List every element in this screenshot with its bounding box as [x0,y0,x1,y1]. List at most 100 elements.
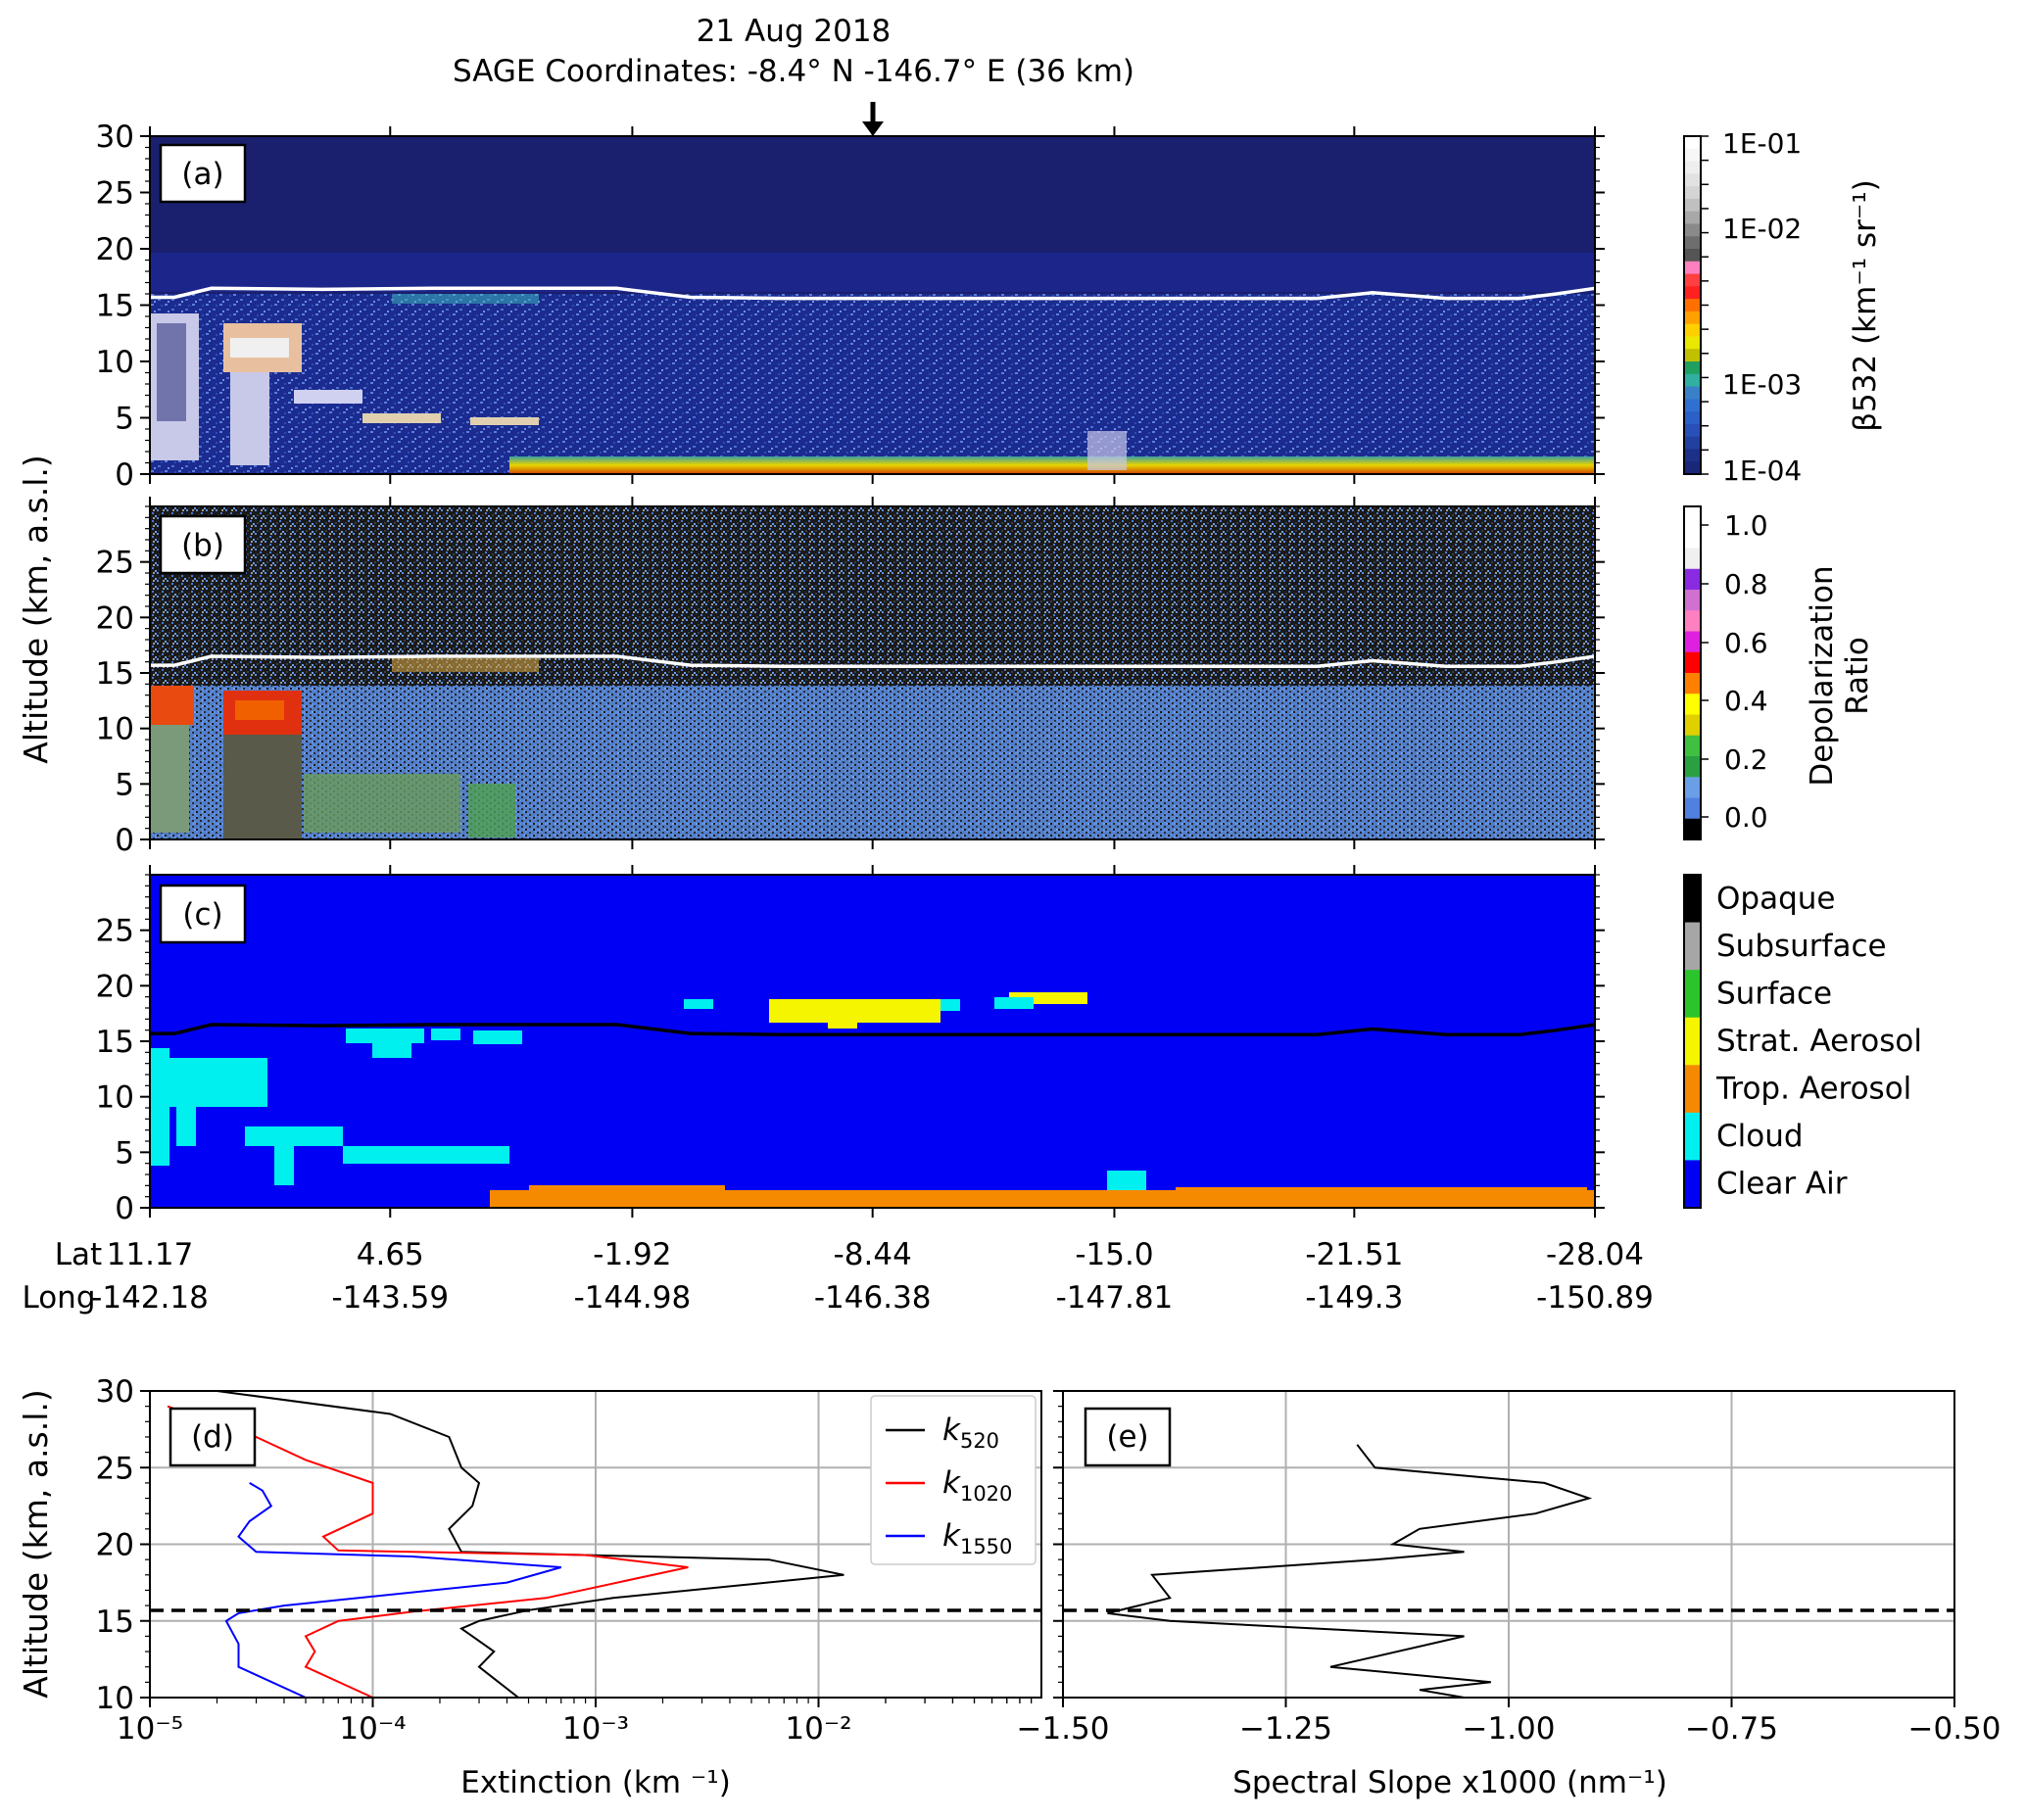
lat-tick-label: -8.44 [834,1237,912,1272]
cbar-a-bin [1684,386,1701,400]
cbar-b-tick-label: 1.0 [1724,509,1768,542]
panel-b-label-box: (b) [159,514,247,575]
cbar-c-swatch-strat-aerosol [1684,1017,1701,1066]
panel-d-legend: k520 k1020 k1550 [870,1395,1037,1565]
cbar-c-swatch-opaque [1684,875,1701,924]
panel-a-tropopause-line [150,286,1596,301]
long-tick-label: -150.89 [1536,1280,1654,1316]
cbar-b-bin [1684,735,1701,757]
panel-a: (a) 0 5 10 15 20 25 30 [96,120,1605,493]
cbar-a-bin [1684,249,1701,263]
lat-tick-label: -21.51 [1305,1237,1403,1272]
cbar-a-bin [1684,198,1701,213]
cbar-c-swatch-surface [1684,970,1701,1019]
panel-d-ytick-label: 25 [96,1451,134,1486]
panel-e-xtick-label: −1.00 [1463,1711,1556,1747]
panel-e-xtick-label: −0.50 [1908,1711,2001,1747]
panel-d-ytick-label: 30 [96,1374,134,1410]
legend-k1020: k1020 [942,1465,1012,1506]
cbar-b-bin [1684,610,1701,632]
colorbar-c: Opaque Subsurface Surface Strat. Aerosol Tro… [1683,874,1922,1209]
ytick-label: 5 [115,402,134,437]
svg-text:(a): (a) [181,157,223,192]
svg-text:(b): (b) [181,528,224,563]
panel-d-ylabel: Altitude (km, a.s.l.) [17,1389,55,1698]
long-tick-label: -142.18 [91,1280,209,1316]
cbar-a-bin [1684,411,1701,425]
track-axis: Lat Long 11.17 -142.18 4.65 -143.59 -1.92 -14… [22,126,1654,1316]
panel-e-xtick-label: −1.50 [1017,1711,1110,1747]
cbar-b-label-2: Ratio [1840,637,1875,715]
cbar-b-bin [1684,818,1701,840]
cbar-c-label: Trop. Aerosol [1715,1072,1911,1107]
panel-a-surface-signal [509,456,1595,474]
panel-c-yticks: 0 5 10 15 20 25 [96,874,1605,1226]
shared-ylabel: Altitude (km, a.s.l.) [17,455,55,763]
panel-c: (c) 0 5 10 15 20 25 [96,874,1605,1226]
panel-a-label-box: (a) [159,143,247,204]
cbar-b-bin [1684,631,1701,653]
panel-d-ytick-label: 10 [96,1681,134,1716]
cbar-a-tick-1: 1E-01 [1722,127,1802,160]
ytick-label: 20 [96,969,134,1004]
series-k520 [217,1390,844,1699]
cbar-a-bin [1684,161,1701,174]
cbar-b-bin [1684,651,1701,674]
series-k1020 [167,1405,689,1699]
panel-c-trop-aerosol [490,1185,1595,1208]
panel-d-ytick-label: 20 [96,1528,134,1563]
cbar-a-bin [1684,461,1701,475]
panel-c-clouds [150,992,1146,1190]
panel-a-clouds [150,294,539,465]
panel-d-label-box: (d) [169,1407,257,1467]
cbar-b-tick-label: 0.4 [1724,685,1768,717]
panel-c-strat-aerosol [769,999,960,1029]
cbar-c-swatch-subsurface [1684,922,1701,971]
cbar-a-bin [1684,211,1701,224]
panel-e-xtick-label: −0.75 [1685,1711,1778,1747]
cbar-c-label: Strat. Aerosol [1716,1024,1922,1059]
cbar-b-tick-label: 0.0 [1724,801,1768,834]
panel-c-label-box: (c) [159,884,247,944]
long-tick-label: -146.38 [814,1280,932,1316]
cbar-c-label: Opaque [1716,881,1835,916]
cbar-b-bin [1684,568,1701,591]
cbar-a-bin [1684,323,1701,337]
panel-b-clouds [150,658,539,839]
cbar-a-bin [1684,349,1701,362]
panel-e-label-box: (e) [1084,1407,1172,1467]
cbar-b-bin [1684,590,1701,611]
cbar-b-bin [1684,756,1701,778]
ytick-label: 20 [96,600,134,636]
long-tick-label: -143.59 [331,1280,449,1316]
lat-tick-label: -28.04 [1546,1237,1644,1272]
cbar-a-bin [1684,261,1701,275]
cbar-b-bin [1684,506,1701,528]
panel-b-tropopause-line [150,654,1596,668]
cbar-a-bin [1684,136,1701,150]
ytick-label: 0 [115,823,134,858]
lat-label: Lat [55,1237,102,1272]
panel-a-noise-tropo [150,294,1595,474]
cbar-a-bin [1684,373,1701,388]
cbar-c-swatch-clear-air [1684,1160,1701,1209]
cbar-a-bin [1684,286,1701,300]
legend-k1550: k1550 [942,1518,1012,1558]
cbar-b-label-1: Depolarization [1805,565,1840,786]
cbar-a-tick-3: 1E-03 [1722,368,1802,401]
cbar-a-bin [1684,449,1701,462]
panel-d-xtick-label: 10⁻⁴ [339,1711,406,1747]
panel-e: −1.50 −1.25 −1.00 −0.75 −0.50 (e) Spectral S… [1017,1390,2001,1800]
cbar-b-bin [1684,527,1701,549]
cbar-a-bin [1684,299,1701,312]
ytick-label: 30 [96,120,134,155]
cbar-a-bin [1684,173,1701,187]
cbar-a-bin [1684,336,1701,350]
panel-e-xtick-label: −1.25 [1239,1711,1332,1747]
panel-d-xlabel: Extinction (km ⁻¹) [460,1765,731,1800]
cbar-b-bin [1684,673,1701,694]
cbar-a-bin [1684,361,1701,375]
panel-a-noise-upper [150,253,1595,292]
legend-k520: k520 [942,1413,999,1453]
